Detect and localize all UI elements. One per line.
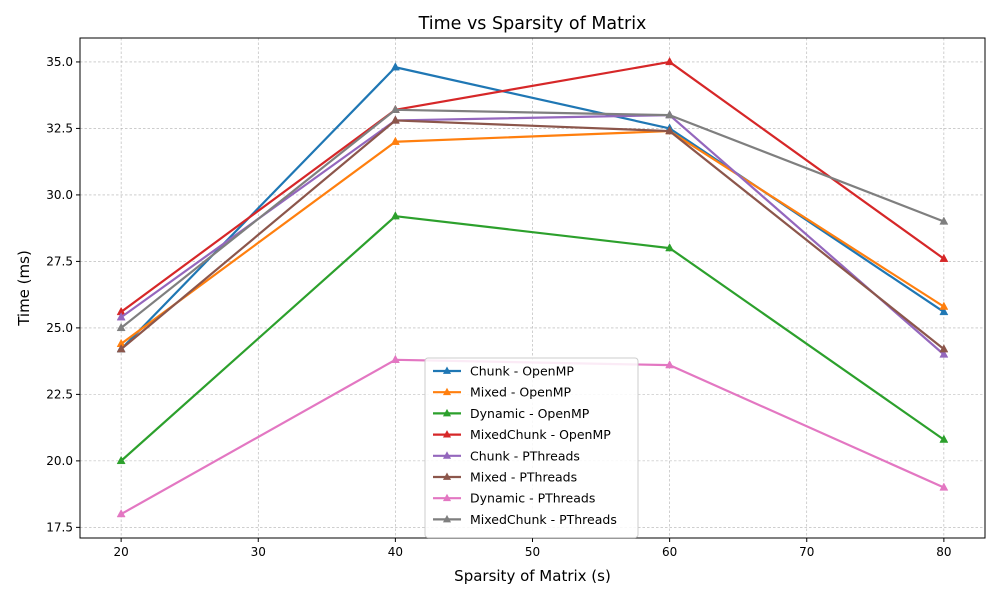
legend-marker (442, 472, 452, 480)
data-point (116, 509, 126, 518)
series-line (120, 215, 945, 462)
data-point (939, 253, 949, 262)
y-tick-label: 27.5 (46, 254, 73, 268)
data-point (390, 115, 400, 124)
data-point (939, 482, 949, 491)
legend-label: MixedChunk - PThreads (470, 512, 617, 527)
data-point (390, 211, 400, 220)
data-point (116, 322, 126, 332)
legend-label: Chunk - PThreads (470, 448, 580, 463)
legend-box (424, 357, 639, 539)
chart-title: Time vs Sparsity of Matrix (418, 14, 647, 34)
legend-item: Chunk - PThreads (433, 448, 580, 463)
y-tick-label: 22.5 (46, 387, 73, 401)
series-line (120, 66, 945, 350)
legend-marker (442, 408, 452, 417)
series-line (120, 119, 945, 351)
data-point (390, 136, 400, 145)
x-tick-label: 30 (251, 545, 266, 559)
y-tick-label: 20.0 (46, 454, 73, 468)
data-point (116, 455, 126, 465)
legend-item: Dynamic - OpenMP (433, 406, 590, 421)
x-tick-label: 40 (388, 545, 403, 559)
x-tick-label: 80 (936, 545, 951, 559)
legend-marker (442, 451, 452, 459)
data-point (665, 243, 675, 252)
y-axis-title: Time (ms) (15, 250, 33, 327)
data-point (939, 349, 949, 358)
legend-item: Mixed - OpenMP (433, 385, 572, 400)
legend-marker (442, 514, 452, 523)
legend-label: Dynamic - PThreads (470, 491, 595, 506)
legend-item: MixedChunk - PThreads (433, 512, 617, 527)
legend-label: Mixed - PThreads (470, 470, 577, 485)
legend-item: Dynamic - PThreads (433, 491, 595, 506)
series-dynamic-openmp (116, 211, 949, 465)
x-tick-label: 60 (662, 545, 677, 559)
legend: Chunk - OpenMP Mixed - OpenMP Dynamic - Op… (424, 357, 639, 539)
data-point (939, 344, 949, 353)
data-point (116, 312, 126, 321)
y-tick-label: 17.5 (46, 520, 73, 534)
data-point (665, 360, 675, 369)
y-tick-label: 35.0 (46, 55, 73, 69)
data-point (116, 344, 126, 353)
x-tick-label: 20 (113, 545, 128, 559)
series-line (120, 60, 945, 313)
legend-label: Dynamic - OpenMP (470, 406, 590, 421)
data-point (939, 301, 949, 310)
legend-marker (442, 430, 452, 438)
y-tick-label: 25.0 (46, 321, 73, 335)
data-point (939, 306, 949, 316)
legend-marker (442, 387, 452, 396)
series-line (120, 108, 945, 329)
data-point (390, 354, 400, 363)
x-tick-label: 70 (799, 545, 814, 559)
series-mixed-pthreads (116, 115, 949, 353)
data-point (939, 216, 949, 225)
legend-marker (442, 366, 452, 374)
legend-item: Mixed - PThreads (433, 470, 577, 485)
axis-ticks: 20 30 40 50 60 70 80 17.5 20.0 22.5 25.0 27.5 30.0 32… (46, 55, 951, 559)
y-tick-label: 32.5 (46, 121, 73, 135)
data-point (665, 110, 675, 119)
data-point (390, 104, 400, 113)
series-mixedchunk-pthreads (116, 104, 949, 332)
x-axis-title: Sparsity of Matrix (s) (454, 567, 611, 585)
legend-label: Chunk - OpenMP (470, 364, 574, 379)
data-point (665, 126, 675, 135)
legend-label: Mixed - OpenMP (470, 385, 572, 400)
x-tick-label: 50 (525, 545, 540, 559)
data-point (665, 56, 675, 66)
legend-label: MixedChunk - OpenMP (470, 427, 611, 442)
series-line (120, 129, 945, 345)
legend-marker (442, 493, 452, 502)
series-layer (116, 56, 949, 518)
legend-item: MixedChunk - OpenMP (433, 427, 611, 442)
data-point (939, 434, 949, 443)
legend-item: Chunk - OpenMP (433, 364, 574, 379)
data-point (390, 62, 400, 71)
y-tick-label: 30.0 (46, 188, 73, 202)
